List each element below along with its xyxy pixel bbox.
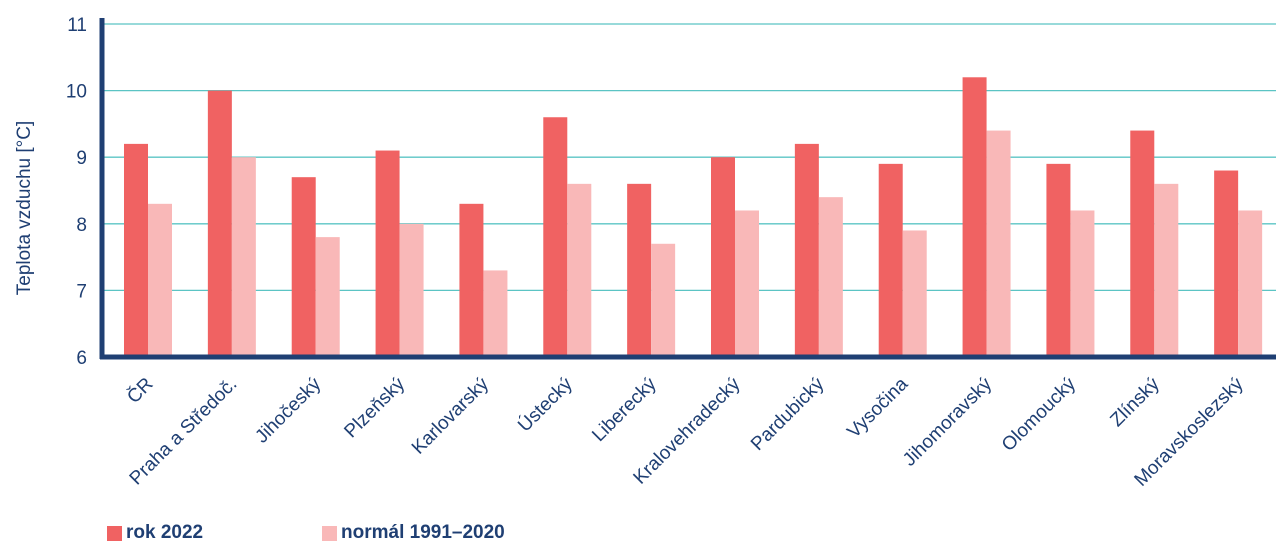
bar-series-0-2 — [291, 177, 316, 357]
x-tick-label-4: Karlovarský — [408, 373, 493, 458]
bar-series-1-0 — [148, 203, 172, 357]
x-tick-label-6: Liberecký — [588, 373, 661, 446]
gridlines — [102, 23, 1276, 292]
bar-series-1-4 — [483, 270, 508, 357]
bar-series-1-13 — [1238, 210, 1263, 357]
bar-series-0-3 — [375, 150, 400, 357]
x-tick-label-5: Ústecký — [513, 373, 577, 437]
y-tick-label-3: 9 — [76, 148, 87, 169]
bar-series-0-7 — [711, 157, 735, 357]
legend-swatch-1 — [322, 525, 337, 541]
x-tick-label-3: Plzeňský — [340, 373, 409, 442]
bar-series-0-10 — [962, 77, 987, 357]
bar-series-1-9 — [902, 230, 927, 357]
legend-label-0: rok 2022 — [126, 522, 204, 543]
bar-series-0-0 — [124, 143, 148, 357]
x-tick-label-2: Jihočeský — [251, 373, 325, 447]
y-tick-labels: 6 7 8 9 10 11 — [66, 15, 87, 369]
bar-series-1-1 — [231, 157, 256, 357]
bar-series-1-6 — [651, 243, 676, 357]
bar-series-0-1 — [207, 90, 232, 357]
bar-series-1-2 — [315, 237, 340, 357]
bar-series-1-3 — [399, 223, 424, 357]
x-tick-label-10: Jihomoravský — [899, 373, 996, 470]
bar-series-1-7 — [735, 210, 759, 357]
axes — [99, 18, 1276, 360]
bar-series-0-6 — [627, 183, 652, 357]
bar-series-0-5 — [543, 117, 568, 358]
legend-label-1: normál 1991–2020 — [341, 522, 505, 543]
bar-series-0-11 — [1046, 163, 1071, 357]
y-tick-label-0: 6 — [76, 348, 87, 369]
x-tick-label-0: ČR — [123, 373, 158, 408]
x-tick-label-9: Vysočina — [843, 373, 912, 442]
x-tick-label-8: Pardubický — [747, 373, 829, 455]
y-tick-label-4: 10 — [66, 82, 87, 103]
y-axis-label: Teplota vzduchu [°C] — [14, 121, 35, 295]
y-tick-label-1: 7 — [76, 281, 87, 302]
y-tick-label-5: 11 — [67, 15, 87, 36]
legend-item-series-0: rok 2022 — [107, 522, 203, 544]
bar-series-1-8 — [818, 197, 843, 357]
y-tick-label-2: 8 — [76, 215, 87, 236]
bar-series-0-8 — [794, 143, 819, 357]
bar-series-0-12 — [1130, 130, 1155, 357]
bar-series-1-5 — [567, 183, 592, 357]
bar-series-1-10 — [986, 130, 1011, 357]
bar-series-0-13 — [1214, 170, 1239, 357]
legend-item-series-1: normál 1991–2020 — [322, 522, 505, 544]
legend-swatch-0 — [107, 525, 122, 541]
x-tick-label-12: Zlínský — [1106, 373, 1164, 431]
x-tick-label-11: Olomoucký — [998, 373, 1080, 455]
bars — [124, 77, 1263, 358]
bar-series-1-12 — [1154, 183, 1179, 357]
bar-series-0-9 — [878, 163, 903, 357]
bar-series-1-11 — [1070, 210, 1095, 357]
bar-series-0-4 — [459, 203, 484, 357]
